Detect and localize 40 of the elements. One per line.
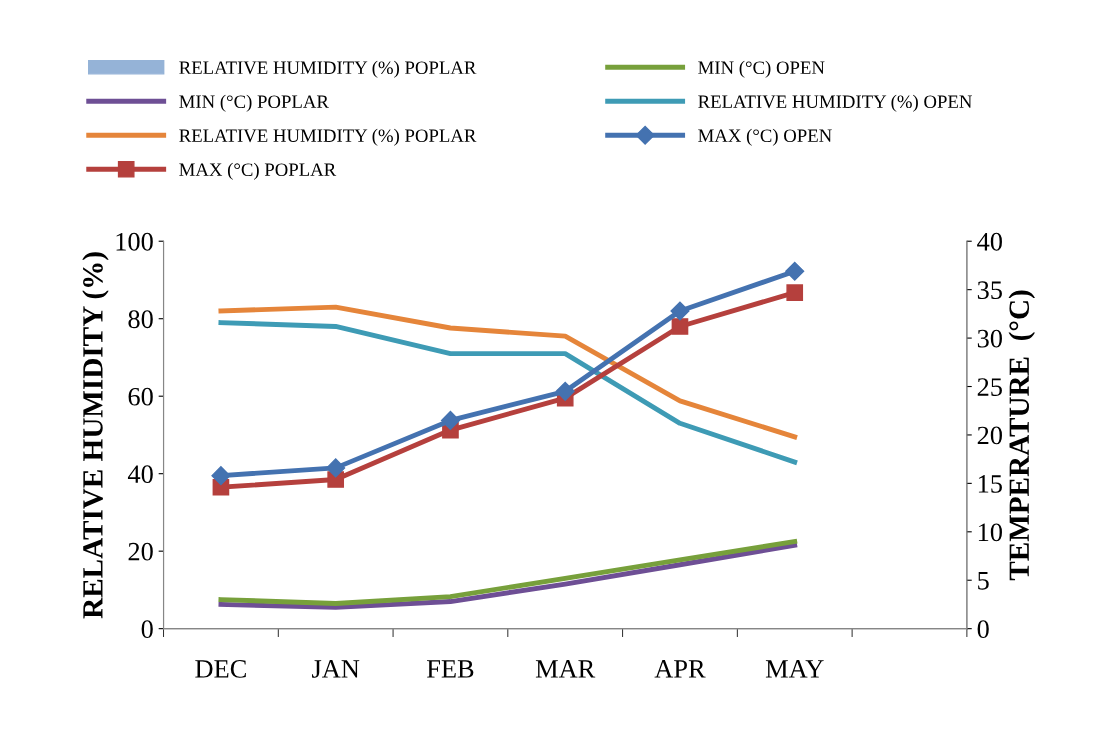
y2-tick-label: 15 — [978, 475, 1002, 493]
line-series — [218, 320, 798, 465]
y2-tick-label: 0 — [977, 620, 989, 639]
x-tick-label: FEB — [427, 660, 474, 678]
x-tick-label: APR — [654, 660, 706, 678]
x-tick-label: JAN — [312, 660, 360, 678]
point — [671, 318, 689, 335]
legend-label: RELATIVE HUMIDITY (%) POPLAR — [179, 60, 477, 78]
y2-tick-label: 25 — [977, 378, 1002, 396]
y2-axis-title: TEMPERATURE (°C) — [1008, 290, 1035, 581]
y-tick-label: 40 — [127, 465, 153, 484]
point — [786, 284, 804, 301]
y-tick-label: 60 — [128, 387, 153, 406]
legend-label: MIN (°C) OPEN — [698, 60, 825, 78]
y2-tick-label: 30 — [977, 329, 1002, 348]
point — [211, 466, 231, 486]
y2-tick-label: 5 — [978, 572, 989, 590]
y-tick-label: 100 — [116, 232, 153, 251]
x-tick-label: MAR — [535, 660, 596, 678]
point — [785, 261, 805, 281]
line-series — [218, 304, 798, 440]
y-axis-title: RELATIVE HUMIDITY (%) — [82, 252, 109, 619]
y2-tick-label: 35 — [977, 281, 1002, 300]
y-tick-label: 0 — [141, 620, 153, 639]
legend-label: MAX (°C) OPEN — [698, 128, 832, 146]
x-tick-label: MAY — [765, 660, 824, 678]
x-tick-label: DEC — [195, 660, 246, 678]
legend-label: MAX (°C) POPLAR — [179, 162, 337, 180]
y-tick-label: 80 — [128, 310, 153, 329]
y2-tick-label: 40 — [977, 232, 1002, 251]
y-tick-label: 20 — [128, 542, 153, 561]
point — [670, 301, 690, 321]
point — [555, 381, 575, 401]
y2-tick-label: 10 — [978, 523, 1002, 542]
legend-label: RELATIVE HUMIDITY (%) POPLAR — [179, 128, 477, 146]
point — [440, 410, 460, 430]
legend-label: MIN (°C) POPLAR — [179, 94, 329, 112]
point — [326, 458, 346, 478]
y2-tick-label: 20 — [977, 426, 1002, 445]
legend-label: RELATIVE HUMIDITY (%) OPEN — [698, 94, 972, 112]
